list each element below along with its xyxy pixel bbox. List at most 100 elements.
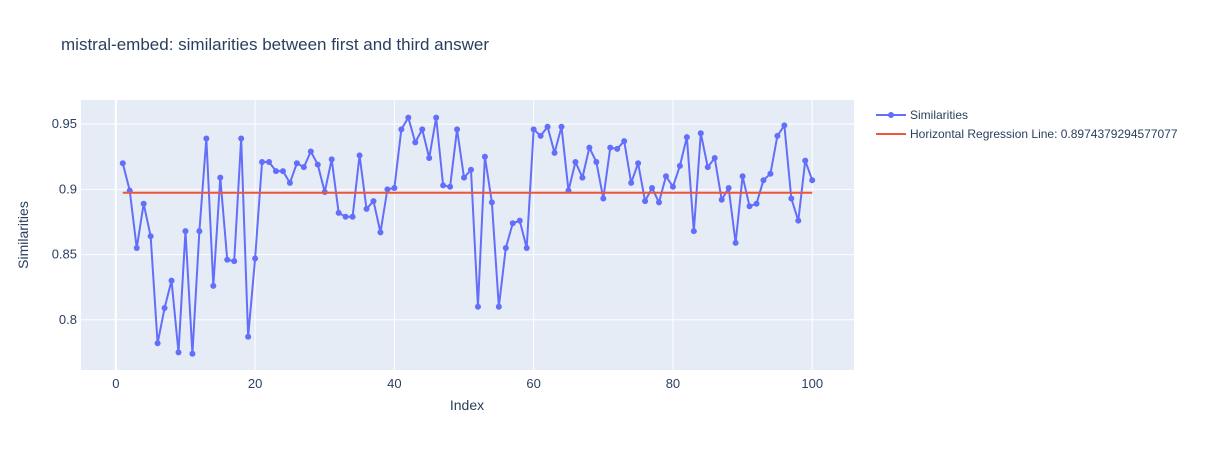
similarities-point <box>767 170 774 177</box>
similarities-point <box>739 173 746 180</box>
similarities-point <box>168 277 175 284</box>
similarities-point <box>231 258 238 265</box>
similarities-point <box>711 155 718 162</box>
similarities-point <box>210 282 217 289</box>
y-tick-label: 0.8 <box>59 312 77 327</box>
similarities-point <box>384 186 391 193</box>
similarities-point <box>649 185 656 192</box>
similarities-point <box>293 160 300 167</box>
similarities-point <box>662 173 669 180</box>
legend-item-regression[interactable]: Horizontal Regression Line: 0.8974379294… <box>876 127 1178 141</box>
similarities-point <box>704 164 711 171</box>
grid <box>81 100 854 370</box>
similarities-point <box>572 158 579 165</box>
similarities-point <box>593 158 600 165</box>
similarities-point <box>669 183 676 190</box>
similarities-point <box>133 245 140 252</box>
similarities-point <box>426 155 433 162</box>
similarities-point <box>495 303 502 310</box>
similarities-point <box>119 160 126 167</box>
similarities-point <box>440 182 447 189</box>
legend-label-similarities: Similarities <box>910 108 968 122</box>
similarities-point <box>586 144 593 151</box>
chart-title: mistral-embed: similarities between firs… <box>61 35 489 54</box>
similarities-point <box>509 220 516 227</box>
similarities-point <box>245 333 252 340</box>
similarities-point <box>558 123 565 130</box>
similarities-point <box>266 158 273 165</box>
y-axis-ticks: 0.8 0.85 0.9 0.95 <box>52 116 77 327</box>
series-layer <box>119 114 816 357</box>
x-axis-ticks: 0 20 40 60 80 100 <box>112 376 823 391</box>
similarities-point <box>356 152 363 159</box>
similarities-point <box>419 126 426 133</box>
similarities-point <box>412 139 419 146</box>
similarities-point <box>328 156 335 163</box>
similarities-point <box>718 196 725 203</box>
similarities-point <box>467 166 474 173</box>
similarities-point <box>746 203 753 210</box>
similarities-line <box>121 116 814 355</box>
plot-area <box>81 100 854 370</box>
similarities-point <box>224 256 231 263</box>
x-tick-label: 20 <box>248 376 262 391</box>
similarities-point <box>175 349 182 356</box>
similarities-point <box>300 164 307 171</box>
x-tick-label: 0 <box>112 376 119 391</box>
similarities-point <box>238 135 245 142</box>
similarities-point <box>614 145 621 152</box>
similarities-point <box>307 148 314 155</box>
similarities-point <box>203 135 210 142</box>
x-tick-label: 40 <box>387 376 401 391</box>
similarities-point <box>676 162 683 169</box>
similarities-point <box>252 255 259 262</box>
similarities-point <box>279 168 286 175</box>
legend-marker-similarities <box>888 112 894 118</box>
similarities-point <box>481 153 488 160</box>
similarities-point <box>454 126 461 133</box>
similarities-point <box>656 199 663 206</box>
similarities-point <box>391 185 398 192</box>
legend-label-regression: Horizontal Regression Line: 0.8974379294… <box>910 127 1178 141</box>
similarities-point <box>196 228 203 235</box>
similarities-point <box>370 198 377 205</box>
similarities-point <box>474 303 481 310</box>
legend-item-similarities[interactable]: Similarities <box>876 108 968 122</box>
similarities-point <box>523 245 530 252</box>
similarities-point <box>579 174 586 181</box>
similarities-point <box>447 183 454 190</box>
similarities-point <box>635 160 642 167</box>
similarities-point <box>760 177 767 184</box>
similarities-point <box>809 177 816 184</box>
similarities-point <box>795 217 802 224</box>
similarities-point <box>690 228 697 235</box>
similarities-point <box>286 179 293 186</box>
similarities-point <box>530 126 537 133</box>
similarities-point <box>802 157 809 164</box>
similarities-point <box>272 168 279 175</box>
x-tick-label: 100 <box>801 376 823 391</box>
x-axis-title: Index <box>450 397 484 413</box>
similarities-point <box>697 130 704 137</box>
similarities-point <box>405 114 412 121</box>
similarities-point <box>349 213 356 220</box>
similarities-point <box>398 126 405 133</box>
similarities-point <box>335 209 342 216</box>
similarities-point <box>259 158 266 165</box>
similarities-point <box>788 195 795 202</box>
similarities-point <box>544 123 551 130</box>
y-tick-label: 0.85 <box>52 247 77 262</box>
similarities-point <box>140 200 147 207</box>
similarities-point <box>781 122 788 129</box>
similarities-point <box>154 340 161 347</box>
similarities-point <box>342 213 349 220</box>
similarities-point <box>642 198 649 205</box>
x-tick-label: 80 <box>666 376 680 391</box>
similarities-point <box>725 185 732 192</box>
legend[interactable]: Similarities Horizontal Regression Line: … <box>876 108 1178 141</box>
similarities-point <box>537 132 544 139</box>
similarities-point <box>621 138 628 145</box>
similarities-point <box>551 149 558 156</box>
similarities-point <box>607 144 614 151</box>
similarities-point <box>516 217 523 224</box>
